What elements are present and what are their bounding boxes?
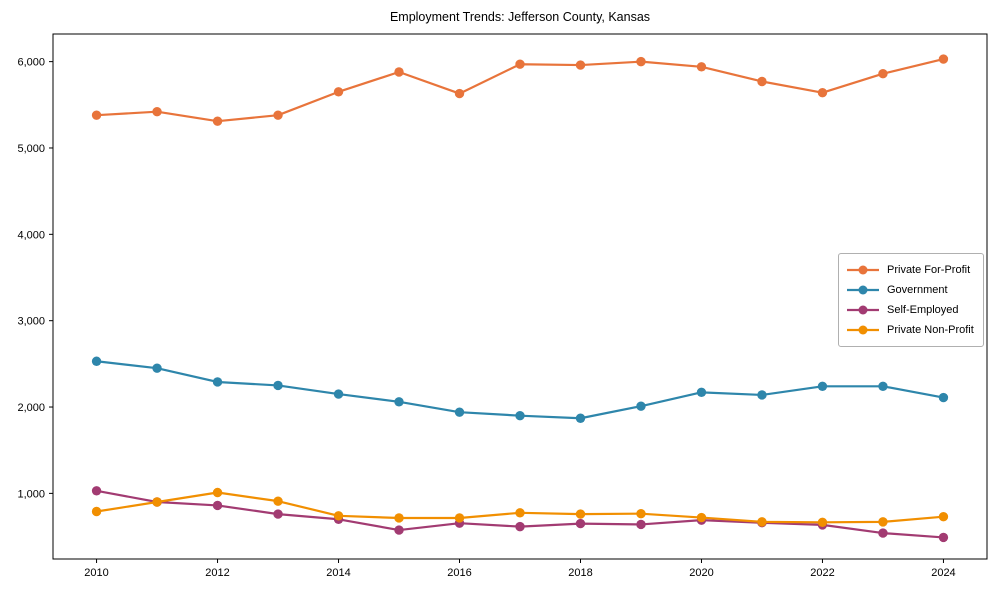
legend-item-private-non-profit: Private Non-Profit — [846, 320, 975, 340]
data-point-private-for-profit-2014 — [333, 87, 344, 97]
data-point-government-2024 — [938, 392, 949, 403]
data-point-private-for-profit-2016 — [454, 88, 465, 99]
data-point-private-for-profit-2015 — [394, 67, 404, 77]
data-point-government-2022 — [817, 381, 828, 392]
x-tick-label: 2024 — [931, 567, 955, 579]
x-tick-label: 2016 — [447, 567, 471, 579]
data-point-private-non-profit-2015 — [394, 513, 404, 523]
legend-item-label: Private For-Profit — [887, 264, 971, 276]
legend-item-label: Government — [887, 284, 948, 296]
y-tick-label: 3,000 — [17, 316, 45, 328]
data-point-government-2016 — [454, 407, 465, 417]
y-tick-label: 2,000 — [17, 402, 45, 414]
y-tick-label: 5,000 — [17, 143, 45, 155]
data-point-private-for-profit-2010 — [91, 110, 102, 120]
data-point-government-2014 — [333, 389, 344, 399]
data-point-private-non-profit-2022 — [817, 517, 828, 528]
x-tick-label: 2012 — [205, 567, 229, 579]
legend-line-marker-icon — [847, 285, 879, 295]
data-point-private-non-profit-2016 — [454, 513, 465, 523]
data-point-private-for-profit-2012 — [212, 116, 223, 126]
data-point-private-non-profit-2014 — [333, 511, 344, 521]
data-point-private-non-profit-2010 — [91, 506, 102, 517]
x-tick-label: 2022 — [810, 567, 834, 579]
series-line-government — [95, 360, 945, 420]
data-point-government-2012 — [212, 377, 223, 387]
data-point-government-2013 — [273, 380, 283, 391]
data-point-self-employed-2023 — [878, 528, 888, 538]
data-point-private-non-profit-2024 — [938, 511, 949, 522]
data-point-government-2020 — [696, 387, 707, 398]
data-point-private-non-profit-2019 — [636, 508, 646, 519]
data-point-private-non-profit-2012 — [212, 487, 223, 498]
data-point-private-for-profit-2017 — [515, 59, 525, 69]
data-point-private-for-profit-2018 — [575, 60, 586, 70]
chart-title: Employment Trends: Jefferson County, Kan… — [389, 10, 651, 24]
data-point-government-2015 — [394, 397, 404, 407]
data-point-private-non-profit-2023 — [878, 517, 888, 527]
data-point-self-employed-2018 — [575, 518, 586, 529]
data-point-government-2021 — [757, 390, 767, 400]
legend-item-government: Government — [846, 280, 975, 300]
data-point-private-non-profit-2011 — [152, 497, 162, 507]
legend-item-private-for-profit: Private For-Profit — [846, 260, 975, 280]
data-point-private-for-profit-2013 — [273, 110, 283, 120]
data-point-self-employed-2019 — [636, 519, 646, 530]
data-point-government-2018 — [575, 413, 586, 423]
data-point-government-2010 — [91, 356, 102, 366]
data-point-private-for-profit-2019 — [636, 56, 646, 67]
data-point-government-2011 — [152, 363, 162, 373]
data-point-private-for-profit-2024 — [938, 54, 949, 64]
legend: Private For-Profit Government Self-Employe… — [838, 253, 984, 347]
data-point-self-employed-2012 — [212, 500, 223, 511]
y-tick-label: 4,000 — [17, 229, 45, 241]
x-tick-label: 2020 — [689, 567, 713, 579]
x-tick-label: 2010 — [84, 567, 108, 579]
data-point-government-2023 — [878, 381, 888, 392]
data-point-private-non-profit-2017 — [515, 508, 525, 518]
data-point-private-non-profit-2013 — [273, 496, 283, 506]
data-point-self-employed-2024 — [938, 532, 949, 543]
data-point-self-employed-2013 — [273, 509, 283, 519]
data-point-private-for-profit-2023 — [878, 69, 888, 79]
x-tick-label: 2014 — [326, 567, 350, 579]
legend-item-label: Private Non-Profit — [887, 324, 974, 336]
data-point-private-for-profit-2011 — [152, 107, 162, 117]
y-tick-label: 1,000 — [17, 488, 45, 500]
x-tick-label: 2018 — [568, 567, 592, 579]
y-tick-label: 6,000 — [17, 57, 45, 69]
legend-line-marker-icon — [847, 265, 879, 275]
data-point-private-for-profit-2022 — [817, 88, 828, 98]
legend-item-self-employed: Self-Employed — [846, 300, 975, 320]
data-point-self-employed-2017 — [515, 521, 525, 532]
legend-line-marker-icon — [847, 325, 879, 335]
data-point-government-2017 — [515, 410, 525, 421]
data-point-self-employed-2010 — [91, 486, 102, 496]
legend-item-label: Self-Employed — [887, 304, 959, 316]
data-point-private-non-profit-2018 — [575, 509, 586, 519]
plot-area — [52, 33, 988, 560]
data-point-private-for-profit-2020 — [696, 62, 707, 72]
legend-line-marker-icon — [847, 305, 879, 315]
data-point-government-2019 — [636, 401, 646, 411]
data-point-private-non-profit-2021 — [757, 517, 767, 527]
data-point-private-non-profit-2020 — [696, 512, 707, 523]
data-point-private-for-profit-2021 — [757, 76, 767, 87]
data-point-self-employed-2015 — [394, 525, 404, 535]
